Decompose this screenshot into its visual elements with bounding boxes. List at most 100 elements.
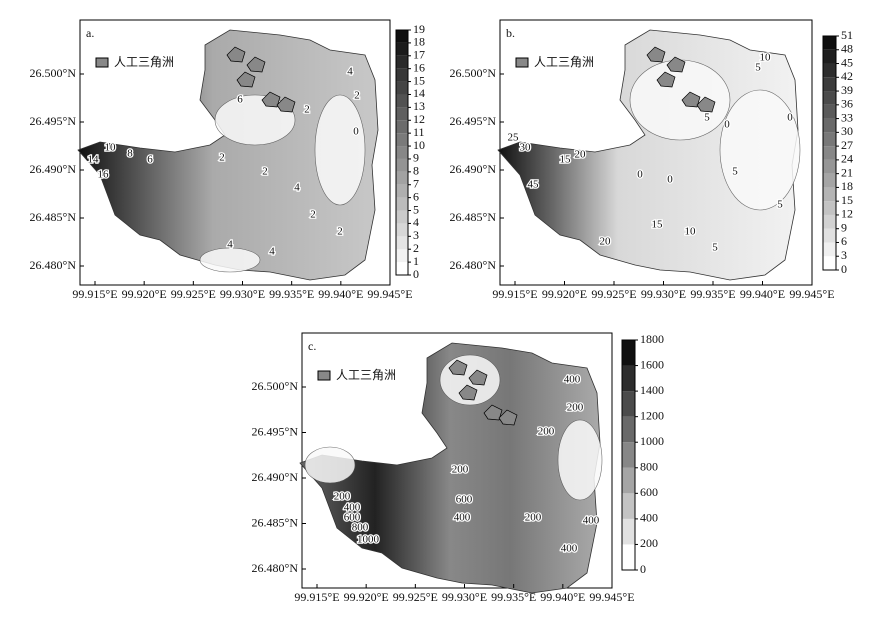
- colorbar-step: [622, 518, 635, 545]
- colorbar-step: [396, 107, 408, 121]
- contour-label: 200: [567, 402, 584, 414]
- panel: c. 人工三角洲 99.915°E 99.920°E 99.925°E 99.930°E 9…: [252, 332, 664, 604]
- colorbar-frame: [621, 339, 636, 571]
- panel: b. 人工三角洲 99.915°E 99.920°E 99.925°E 99.930°E 9…: [450, 19, 853, 301]
- colorbar-step: [622, 544, 635, 570]
- x-tick-label: 99.940°E: [740, 287, 785, 301]
- colorbar-tick-label: 42: [841, 69, 853, 83]
- colorbar-step: [396, 262, 408, 275]
- y-tick-label: 26.495°N: [450, 114, 497, 128]
- colorbar-step: [823, 173, 836, 188]
- y-tick-label: 26.480°N: [30, 258, 77, 272]
- x-tick-label: 99.915°E: [72, 287, 117, 301]
- colorbar-tick-label: 33: [841, 110, 853, 124]
- colorbar-tick-label: 8: [413, 164, 419, 178]
- colorbar-tick-label: 15: [413, 73, 425, 87]
- x-tick-label: 99.935°E: [269, 287, 314, 301]
- colorbar-tick-label: 15: [841, 193, 853, 207]
- contour-label: 2: [310, 209, 316, 221]
- colorbar-tick-label: 1000: [640, 434, 664, 448]
- contour-label: 5: [712, 242, 718, 254]
- x-tick-label: 99.915°E: [294, 590, 339, 604]
- contour-label: 45: [528, 179, 540, 191]
- colorbar-step: [396, 210, 408, 224]
- y-tick-label: 26.480°N: [252, 561, 299, 575]
- colorbar-tick-label: 12: [841, 207, 853, 221]
- legend-icon: [317, 370, 331, 381]
- colorbar-step: [622, 416, 635, 443]
- x-tick-label: 99.920°E: [344, 590, 389, 604]
- x-tick-label: 99.940°E: [540, 590, 585, 604]
- delta-island: [498, 409, 518, 426]
- colorbar-step: [396, 236, 408, 250]
- colorbar-tick-label: 1800: [640, 332, 664, 346]
- colorbar-step: [823, 49, 836, 64]
- colorbar-step: [396, 94, 408, 108]
- delta-island: [448, 359, 468, 376]
- contour-label: 8: [127, 148, 133, 160]
- colorbar-step: [823, 36, 836, 50]
- land-area: [299, 342, 601, 594]
- colorbar-tick-label: 12: [413, 112, 425, 126]
- colorbar-step: [396, 171, 408, 185]
- contour-label: 10: [760, 52, 772, 64]
- contour-label: 16: [98, 169, 110, 181]
- x-tick-label: 99.925°E: [591, 287, 636, 301]
- contour-label: 0: [353, 126, 359, 138]
- y-tick-label: 26.500°N: [30, 66, 77, 80]
- colorbar-tick-label: 2: [413, 241, 419, 255]
- colorbar-tick-label: 3: [841, 248, 847, 262]
- contour-label: 0: [667, 174, 673, 186]
- x-tick-label: 99.945°E: [589, 590, 634, 604]
- low-zone: [719, 89, 801, 211]
- contour-label: 400: [344, 502, 361, 514]
- colorbar-tick-label: 600: [640, 485, 658, 499]
- x-tick-label: 99.935°E: [690, 287, 735, 301]
- contour-label: 30: [520, 142, 532, 154]
- colorbar-step: [622, 493, 635, 519]
- contour-label: 400: [564, 374, 581, 386]
- colorbar-step: [396, 55, 408, 69]
- colorbar-step: [823, 132, 836, 147]
- y-tick-label: 26.495°N: [252, 424, 299, 438]
- contour-label: 15: [560, 154, 572, 166]
- colorbar-tick-label: 9: [841, 220, 847, 234]
- colorbar-step: [823, 256, 836, 270]
- panel-label: b.: [506, 26, 515, 40]
- contour-label: 400: [583, 515, 600, 527]
- low-zone: [214, 94, 296, 146]
- delta-island: [656, 71, 676, 88]
- contour-label: 2: [262, 166, 268, 178]
- x-tick-label: 99.930°E: [641, 287, 686, 301]
- contour-label: 0: [787, 112, 793, 124]
- colorbar-step: [823, 214, 836, 229]
- x-tick-label: 99.935°E: [491, 590, 536, 604]
- legend-icon: [95, 57, 109, 68]
- colorbar-tick-label: 0: [640, 562, 646, 576]
- colorbar-tick-label: 39: [841, 83, 853, 97]
- delta-island: [483, 404, 503, 421]
- contour-label: 20: [575, 149, 587, 161]
- contour-label: 4: [294, 182, 300, 194]
- colorbar-tick-label: 10: [413, 138, 425, 152]
- contour-label: 200: [525, 512, 542, 524]
- colorbar-step: [823, 187, 836, 202]
- colorbar-tick-label: 13: [413, 99, 425, 113]
- colorbar-tick-label: 3: [413, 228, 419, 242]
- contour-label: 2: [354, 90, 360, 102]
- colorbar-tick-label: 18: [841, 179, 853, 193]
- colorbar-tick-label: 0: [413, 267, 419, 281]
- x-tick-label: 99.915°E: [492, 287, 537, 301]
- panel-label: c.: [308, 339, 316, 353]
- colorbar-step: [823, 159, 836, 174]
- colorbar-step: [396, 120, 408, 134]
- colorbar-tick-label: 9: [413, 151, 419, 165]
- contour-label: 10: [685, 226, 697, 238]
- contour-label: 600: [456, 494, 473, 506]
- colorbar-step: [622, 340, 635, 366]
- colorbar-step: [396, 68, 408, 82]
- colorbar-step: [396, 249, 408, 263]
- colorbar-tick-label: 21: [841, 165, 853, 179]
- x-tick-label: 99.945°E: [367, 287, 412, 301]
